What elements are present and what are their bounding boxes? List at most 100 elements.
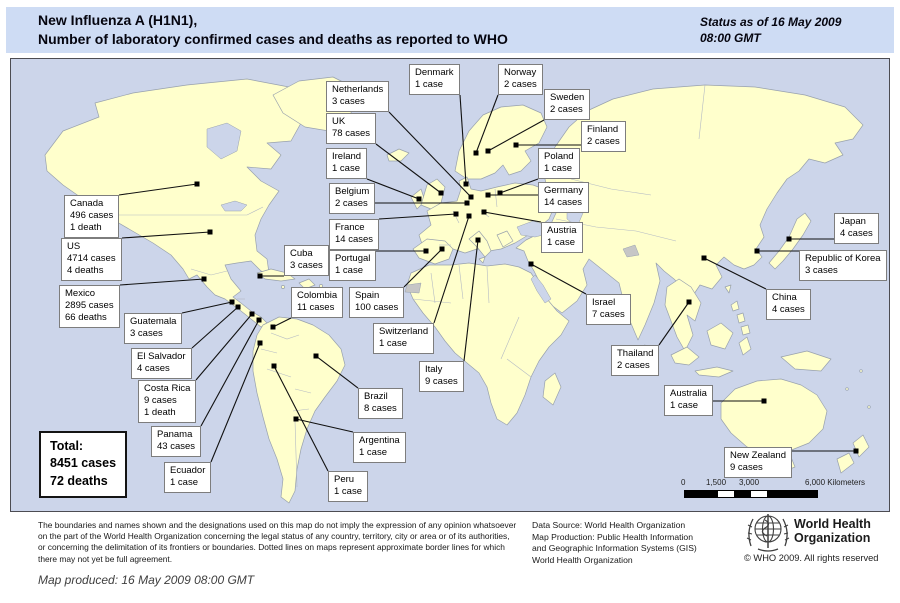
country-marker-brazil	[313, 353, 319, 359]
callout-ireland: Ireland 1 case	[326, 148, 368, 180]
country-name: Japan	[840, 216, 866, 227]
country-name: Netherlands	[332, 84, 384, 95]
page-title: New Influenza A (H1N1), Number of labora…	[38, 11, 508, 49]
callout-el-salvador: El Salvador 4 cases	[131, 348, 192, 380]
country-name: Ecuador	[170, 465, 206, 476]
country-marker-ireland	[416, 196, 422, 202]
callout-line-france	[378, 213, 457, 220]
country-marker-japan	[786, 236, 792, 242]
status-text: Status as of 16 May 2009 08:00 GMT	[700, 14, 841, 46]
callout-norway: Norway 2 cases	[498, 64, 543, 96]
country-marker-peru	[271, 363, 277, 369]
country-name: Portugal	[335, 253, 371, 264]
country-stat: 1 case	[379, 338, 407, 350]
callout-line-colombia	[272, 317, 292, 328]
country-stat: 1 case	[547, 237, 575, 249]
country-stat: 3 cases	[290, 260, 323, 272]
country-name: Ireland	[332, 151, 362, 162]
country-name: Poland	[544, 151, 574, 162]
datasource-line: and Geographic Information Systems (GIS)	[532, 543, 697, 554]
callout-uk: UK 78 cases	[326, 113, 377, 145]
scale-tick-0: 0	[681, 478, 686, 487]
country-stat: 1 death	[70, 222, 102, 234]
country-marker-us	[207, 229, 213, 235]
country-stat: 1 case	[544, 163, 572, 175]
callout-finland: Finland 2 cases	[581, 121, 626, 153]
country-name: Israel	[592, 297, 616, 308]
country-marker-italy	[475, 237, 481, 243]
scale-bar-graphic	[684, 490, 818, 498]
country-name: Cuba	[290, 248, 313, 259]
callout-france: France 14 cases	[329, 219, 380, 251]
country-name: El Salvador	[137, 351, 186, 362]
callout-guatemala: Guatemala 3 cases	[124, 313, 183, 345]
callout-lines-layer	[118, 94, 859, 472]
callout-line-sweden	[487, 119, 545, 152]
country-marker-poland	[497, 190, 503, 196]
callout-new-zealand: New Zealand 9 cases	[724, 447, 792, 479]
country-name: Argentina	[359, 435, 400, 446]
status-line1: Status as of 16 May 2009	[700, 15, 842, 29]
country-stat: 2 cases	[335, 198, 368, 210]
callout-line-thailand	[658, 301, 690, 346]
country-stat: 4 cases	[137, 363, 170, 375]
scale-bar: 0 1,500 3,000 6,000 Kilometers	[674, 478, 884, 502]
title-line1: New Influenza A (H1N1),	[38, 12, 198, 28]
total-label: Total:	[50, 439, 84, 453]
callout-colombia: Colombia 11 cases	[291, 287, 344, 319]
country-stat: 100 cases	[355, 302, 399, 314]
country-name: Republic of Korea	[805, 253, 881, 264]
callout-sweden: Sweden 2 cases	[544, 89, 591, 121]
scale-tick-1500: 1,500	[706, 478, 727, 487]
country-stat: 1 case	[359, 447, 387, 459]
callout-line-switzerland	[433, 215, 470, 324]
callout-line-argentina	[295, 418, 354, 433]
who-logo-icon	[746, 514, 790, 552]
country-marker-norway	[473, 150, 479, 156]
callout-line-brazil	[315, 355, 359, 389]
country-marker-argentina	[293, 416, 299, 422]
country-name: Belgium	[335, 186, 370, 197]
callout-poland: Poland 1 case	[538, 148, 580, 180]
callout-line-israel	[530, 263, 587, 295]
total-box: Total: 8451 cases 72 deaths	[39, 431, 127, 498]
country-marker-austria	[481, 209, 487, 215]
country-name: Guatemala	[130, 316, 177, 327]
disclaimer-line: on the part of the World Health Organiza…	[38, 531, 510, 542]
world-map: Denmark 1 case Norway 2 cases Netherlands 3 c…	[10, 58, 890, 512]
country-marker-germany	[485, 192, 491, 198]
datasource-line: Data Source: World Health Organization	[532, 520, 686, 530]
datasource-text: Data Source: World Health Organization M…	[532, 520, 697, 567]
callout-cuba: Cuba 3 cases	[284, 245, 329, 277]
callout-mexico: Mexico 2895 cases 66 deaths	[59, 285, 120, 329]
country-stat: 78 cases	[332, 128, 371, 140]
country-stat: 2 cases	[587, 136, 620, 148]
country-stat: 11 cases	[297, 302, 335, 314]
country-name: Canada	[70, 198, 104, 209]
callout-line-peru	[273, 365, 329, 472]
country-stat: 2 cases	[550, 104, 583, 116]
country-stat: 2895 cases	[65, 300, 114, 312]
country-marker-ecuador	[257, 340, 263, 346]
country-marker-netherlands	[468, 194, 474, 200]
country-stat: 1 case	[332, 163, 360, 175]
country-name: Colombia	[297, 290, 338, 301]
country-stat: 1 case	[334, 486, 362, 498]
country-stat: 1 case	[335, 265, 363, 277]
country-name: Switzerland	[379, 326, 429, 337]
callout-line-canada	[118, 183, 198, 196]
country-marker-france	[453, 211, 459, 217]
country-stat: 1 case	[670, 400, 698, 412]
callout-line-austria	[483, 211, 542, 223]
country-stat: 14 cases	[335, 234, 374, 246]
country-marker-republic-of-korea	[754, 248, 760, 254]
country-stat: 3 cases	[130, 328, 163, 340]
country-marker-china	[701, 255, 707, 261]
callout-line-ecuador	[210, 342, 261, 463]
callout-thailand: Thailand 2 cases	[611, 345, 660, 377]
callout-denmark: Denmark 1 case	[409, 64, 460, 96]
country-marker-israel	[528, 261, 534, 267]
callout-line-panama	[200, 319, 260, 427]
callout-line-uk	[375, 143, 442, 194]
